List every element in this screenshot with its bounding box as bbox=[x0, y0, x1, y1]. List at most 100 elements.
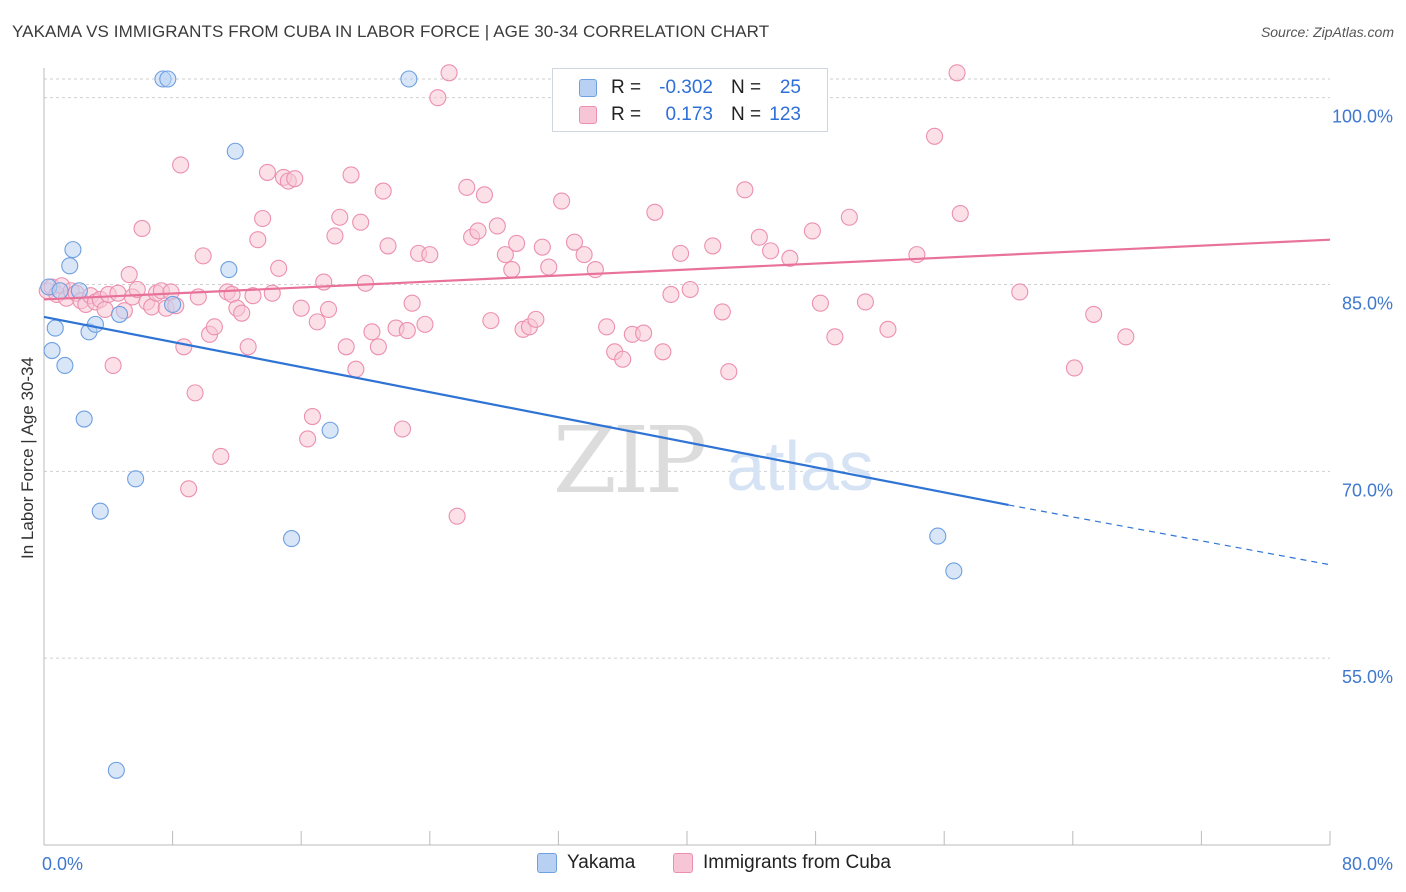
chart-title: YAKAMA VS IMMIGRANTS FROM CUBA IN LABOR … bbox=[12, 22, 770, 41]
y-tick-label: 70.0% bbox=[1342, 480, 1393, 500]
yakama-point bbox=[127, 470, 145, 488]
yakama-point bbox=[61, 257, 79, 275]
cuba-point bbox=[429, 89, 447, 107]
yakama-trend-line bbox=[43, 315, 1009, 507]
cuba-point bbox=[270, 259, 288, 277]
watermark-atlas: atlas bbox=[726, 427, 874, 505]
cuba-point bbox=[720, 363, 738, 381]
cuba-point bbox=[369, 338, 387, 356]
y-tick-label: 100.0% bbox=[1332, 107, 1393, 127]
yakama-point bbox=[46, 319, 64, 337]
bottom-legend-label: Immigrants from Cuba bbox=[703, 852, 891, 873]
cuba-point bbox=[331, 208, 349, 226]
cuba-point bbox=[448, 507, 466, 525]
yakama-point bbox=[107, 761, 125, 779]
cuba-point bbox=[416, 315, 434, 333]
legend-n-label: N = bbox=[731, 77, 762, 98]
x-tick-label: 0.0% bbox=[42, 854, 83, 874]
cuba-point bbox=[286, 170, 304, 188]
cuba-point bbox=[662, 285, 680, 304]
cuba-point bbox=[194, 247, 212, 265]
cuba-point bbox=[681, 280, 699, 299]
cuba-point bbox=[1065, 359, 1083, 377]
cuba-point bbox=[781, 249, 799, 267]
cuba-point bbox=[403, 294, 421, 312]
yakama-legend-icon bbox=[537, 853, 557, 873]
cuba-point bbox=[308, 313, 326, 331]
yakama-point bbox=[43, 341, 61, 360]
cuba-point bbox=[1117, 328, 1135, 346]
cuba-point bbox=[175, 338, 193, 356]
cuba-point bbox=[488, 217, 506, 235]
yakama-point bbox=[86, 315, 104, 333]
legend-n-value: 123 bbox=[769, 104, 801, 125]
cuba-point bbox=[948, 64, 966, 82]
legend-row-cuba: R = 0.173 N = 123 bbox=[553, 102, 827, 128]
yakama-point bbox=[226, 142, 244, 160]
cuba-point bbox=[482, 312, 500, 330]
yakama-point bbox=[400, 70, 418, 88]
cuba-point bbox=[540, 258, 558, 276]
cuba-point bbox=[503, 261, 521, 279]
yakama-point bbox=[929, 527, 947, 545]
cuba-point bbox=[421, 246, 439, 264]
cuba-point bbox=[840, 208, 858, 226]
cuba-point bbox=[646, 203, 664, 221]
cuba-point bbox=[212, 447, 230, 465]
cuba-point bbox=[133, 219, 151, 238]
cuba-point bbox=[803, 222, 821, 240]
cuba-point bbox=[736, 181, 754, 199]
yakama-point bbox=[159, 70, 177, 88]
cuba-point bbox=[205, 318, 223, 336]
cuba-trend-line bbox=[43, 238, 1331, 301]
y-tick-label: 55.0% bbox=[1342, 667, 1393, 687]
cuba-point bbox=[398, 322, 416, 340]
legend-r-value: -0.302 bbox=[659, 77, 713, 98]
yakama-point bbox=[945, 562, 963, 580]
tick-labels: 100.0% 85.0% 70.0% 55.0% 0.0% 80.0% bbox=[42, 107, 1393, 874]
yakama-point bbox=[164, 295, 182, 313]
bottom-legend-label: Yakama bbox=[567, 852, 636, 873]
yakama-point bbox=[51, 282, 69, 300]
cuba-point bbox=[879, 320, 897, 338]
cuba-point bbox=[826, 328, 844, 346]
cuba-point bbox=[104, 356, 122, 375]
cuba-point bbox=[303, 407, 322, 426]
yakama-trend-extension bbox=[1008, 504, 1331, 566]
trend-lines bbox=[43, 238, 1331, 566]
cuba-point bbox=[856, 293, 874, 311]
legend-n-label: N = bbox=[731, 104, 762, 125]
watermark-zip: ZIP bbox=[553, 407, 704, 514]
cuba-point bbox=[258, 163, 276, 181]
yakama-point bbox=[75, 410, 93, 428]
cuba-point bbox=[672, 244, 690, 262]
cuba-point bbox=[172, 156, 190, 174]
cuba-point bbox=[186, 384, 204, 402]
source-label: Source: ZipAtlas.com bbox=[1260, 24, 1394, 40]
cuba-point bbox=[379, 237, 397, 255]
x-tick-label: 80.0% bbox=[1342, 854, 1393, 874]
cuba-point bbox=[951, 204, 969, 223]
cuba-point bbox=[762, 242, 780, 260]
yakama-point bbox=[321, 421, 339, 439]
cuba-point bbox=[326, 227, 344, 245]
cuba-point bbox=[244, 287, 262, 305]
yakama-point bbox=[220, 261, 238, 279]
cuba-point bbox=[750, 228, 768, 246]
cuba-point bbox=[614, 350, 632, 368]
cuba-point bbox=[292, 299, 310, 317]
legend-r-label: R = bbox=[611, 77, 642, 98]
cuba-point bbox=[337, 338, 355, 356]
cuba-point bbox=[475, 186, 494, 204]
watermark: ZIP atlas bbox=[553, 407, 874, 514]
yakama-series bbox=[40, 70, 963, 779]
cuba-point bbox=[374, 182, 392, 200]
cuba-point bbox=[239, 338, 257, 356]
cuba-point bbox=[96, 300, 114, 318]
cuba-point bbox=[635, 324, 653, 342]
legend-r-value: 0.173 bbox=[665, 104, 713, 125]
cuba-point bbox=[249, 231, 267, 249]
cuba-point bbox=[575, 246, 593, 264]
cuba-point bbox=[508, 234, 526, 252]
